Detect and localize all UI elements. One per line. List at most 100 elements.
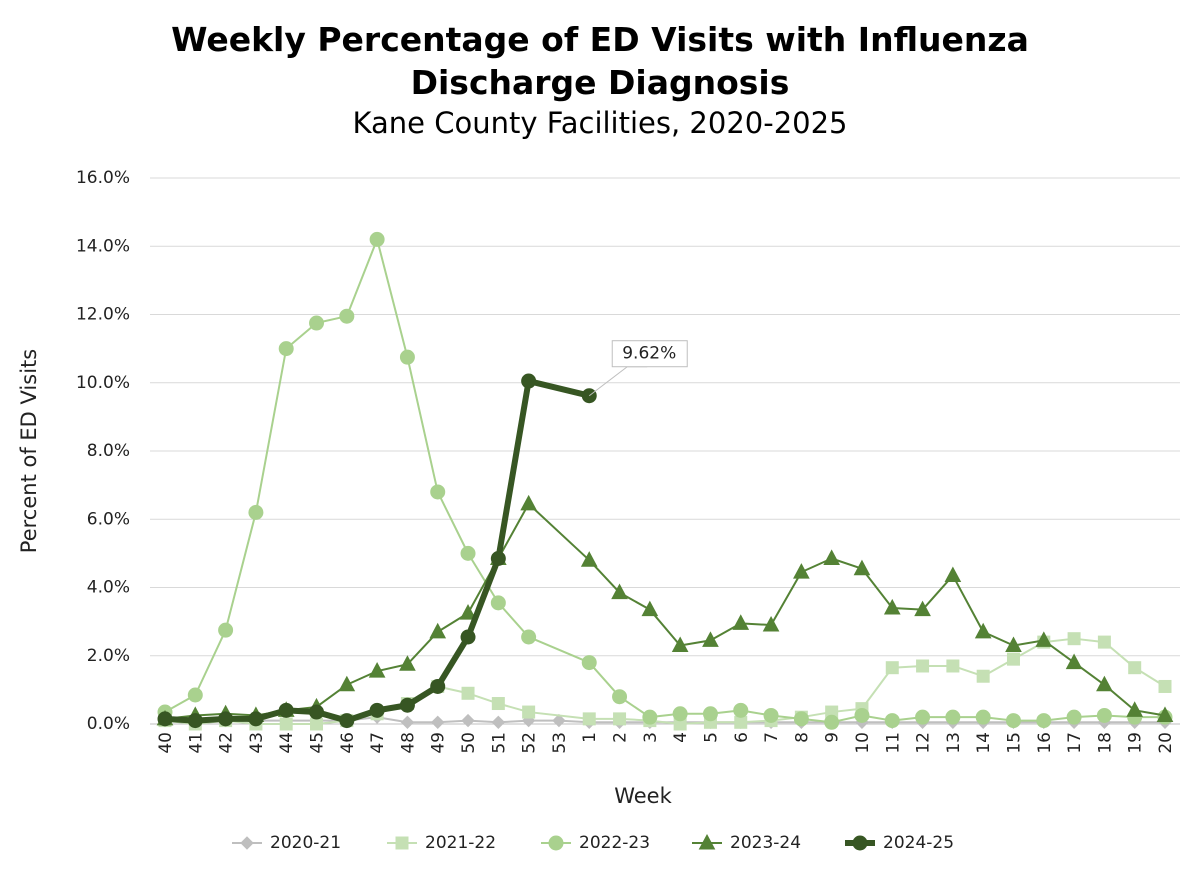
data-point xyxy=(399,697,415,713)
y-tick-label: 0.0% xyxy=(87,714,130,734)
data-point xyxy=(429,622,447,639)
x-tick-label: 14 xyxy=(974,732,994,754)
data-point xyxy=(1096,675,1113,692)
x-tick-label: 20 xyxy=(1156,732,1176,754)
callout-pointer xyxy=(588,366,648,397)
data-point xyxy=(218,622,234,638)
data-point xyxy=(883,598,901,615)
x-tick-label: 10 xyxy=(853,732,873,754)
y-tick-label: 8.0% xyxy=(87,441,130,461)
data-point xyxy=(461,713,475,728)
data-point xyxy=(187,687,203,703)
data-point xyxy=(1036,713,1052,729)
y-tick-label: 14.0% xyxy=(76,236,130,256)
x-tick-label: 45 xyxy=(308,732,328,754)
data-point xyxy=(853,559,871,576)
data-point xyxy=(734,715,748,729)
data-point xyxy=(916,659,930,673)
data-point xyxy=(1066,709,1082,725)
legend-label: 2021-22 xyxy=(425,833,496,853)
data-point xyxy=(976,669,990,683)
data-point xyxy=(915,709,931,725)
data-point xyxy=(793,563,810,579)
data-point xyxy=(611,583,628,600)
data-point xyxy=(1158,679,1172,693)
x-tick-label: 17 xyxy=(1065,732,1085,754)
x-tick-label: 2 xyxy=(611,732,631,743)
x-tick-label: 13 xyxy=(944,732,964,754)
data-point xyxy=(309,315,325,331)
y-axis-label: Percent of ED Visits xyxy=(17,349,41,553)
data-point xyxy=(400,715,415,730)
data-point xyxy=(672,706,688,722)
data-point xyxy=(702,631,719,647)
data-point xyxy=(430,484,446,500)
x-tick-label: 16 xyxy=(1035,732,1055,754)
data-point xyxy=(1035,631,1053,647)
data-point xyxy=(490,550,506,566)
data-point xyxy=(521,373,537,389)
data-point xyxy=(702,706,718,722)
legend-item: 2021-22 xyxy=(387,833,496,853)
legend-item: 2024-25 xyxy=(845,833,954,853)
data-point xyxy=(975,709,991,725)
data-point xyxy=(369,702,385,718)
legend-marker xyxy=(852,835,868,851)
data-point xyxy=(338,675,356,692)
data-point xyxy=(885,661,899,675)
data-point xyxy=(914,600,931,617)
x-tick-label: 44 xyxy=(277,732,297,754)
data-point xyxy=(582,712,596,726)
data-point xyxy=(946,659,960,673)
data-point xyxy=(460,629,476,645)
x-tick-label: 15 xyxy=(1004,732,1024,754)
x-tick-label: 11 xyxy=(883,732,903,754)
data-point xyxy=(461,686,475,700)
data-point xyxy=(460,545,476,561)
x-tick-label: 47 xyxy=(368,732,388,754)
x-tick-label: 8 xyxy=(792,732,812,743)
data-point xyxy=(884,713,900,729)
data-point xyxy=(671,636,689,653)
data-point xyxy=(187,713,203,729)
data-point xyxy=(793,711,809,727)
data-point xyxy=(248,504,264,520)
data-point xyxy=(339,713,355,729)
data-point xyxy=(1006,652,1020,666)
data-point xyxy=(218,711,234,727)
data-point xyxy=(520,494,537,511)
x-tick-label: 18 xyxy=(1095,732,1115,754)
data-point xyxy=(1005,713,1021,729)
data-point xyxy=(732,614,750,630)
y-tick-label: 4.0% xyxy=(87,578,130,598)
series-line xyxy=(164,502,1166,720)
data-point xyxy=(459,604,477,620)
data-point xyxy=(310,717,324,731)
data-point xyxy=(1097,635,1111,649)
data-point xyxy=(1067,632,1081,646)
data-point xyxy=(157,711,173,727)
x-axis-label: Week xyxy=(614,784,672,808)
data-point xyxy=(1096,707,1112,723)
data-point xyxy=(581,655,597,671)
legend-marker xyxy=(240,836,254,850)
x-tick-label: 3 xyxy=(641,732,661,743)
data-point xyxy=(1005,636,1022,653)
data-point xyxy=(1128,661,1142,675)
data-point xyxy=(823,549,841,565)
legend-label: 2024-25 xyxy=(883,833,954,853)
data-point xyxy=(824,714,840,730)
data-point xyxy=(430,678,446,694)
x-tick-label: 12 xyxy=(914,732,934,754)
data-point xyxy=(278,341,294,357)
x-tick-label: 1 xyxy=(580,732,600,743)
x-tick-label: 6 xyxy=(732,732,752,743)
data-point xyxy=(368,662,386,678)
data-point xyxy=(309,704,325,720)
x-tick-label: 46 xyxy=(338,732,358,754)
x-tick-label: 50 xyxy=(459,732,479,754)
data-point xyxy=(339,308,355,324)
data-point xyxy=(974,622,992,639)
data-point xyxy=(248,711,264,727)
